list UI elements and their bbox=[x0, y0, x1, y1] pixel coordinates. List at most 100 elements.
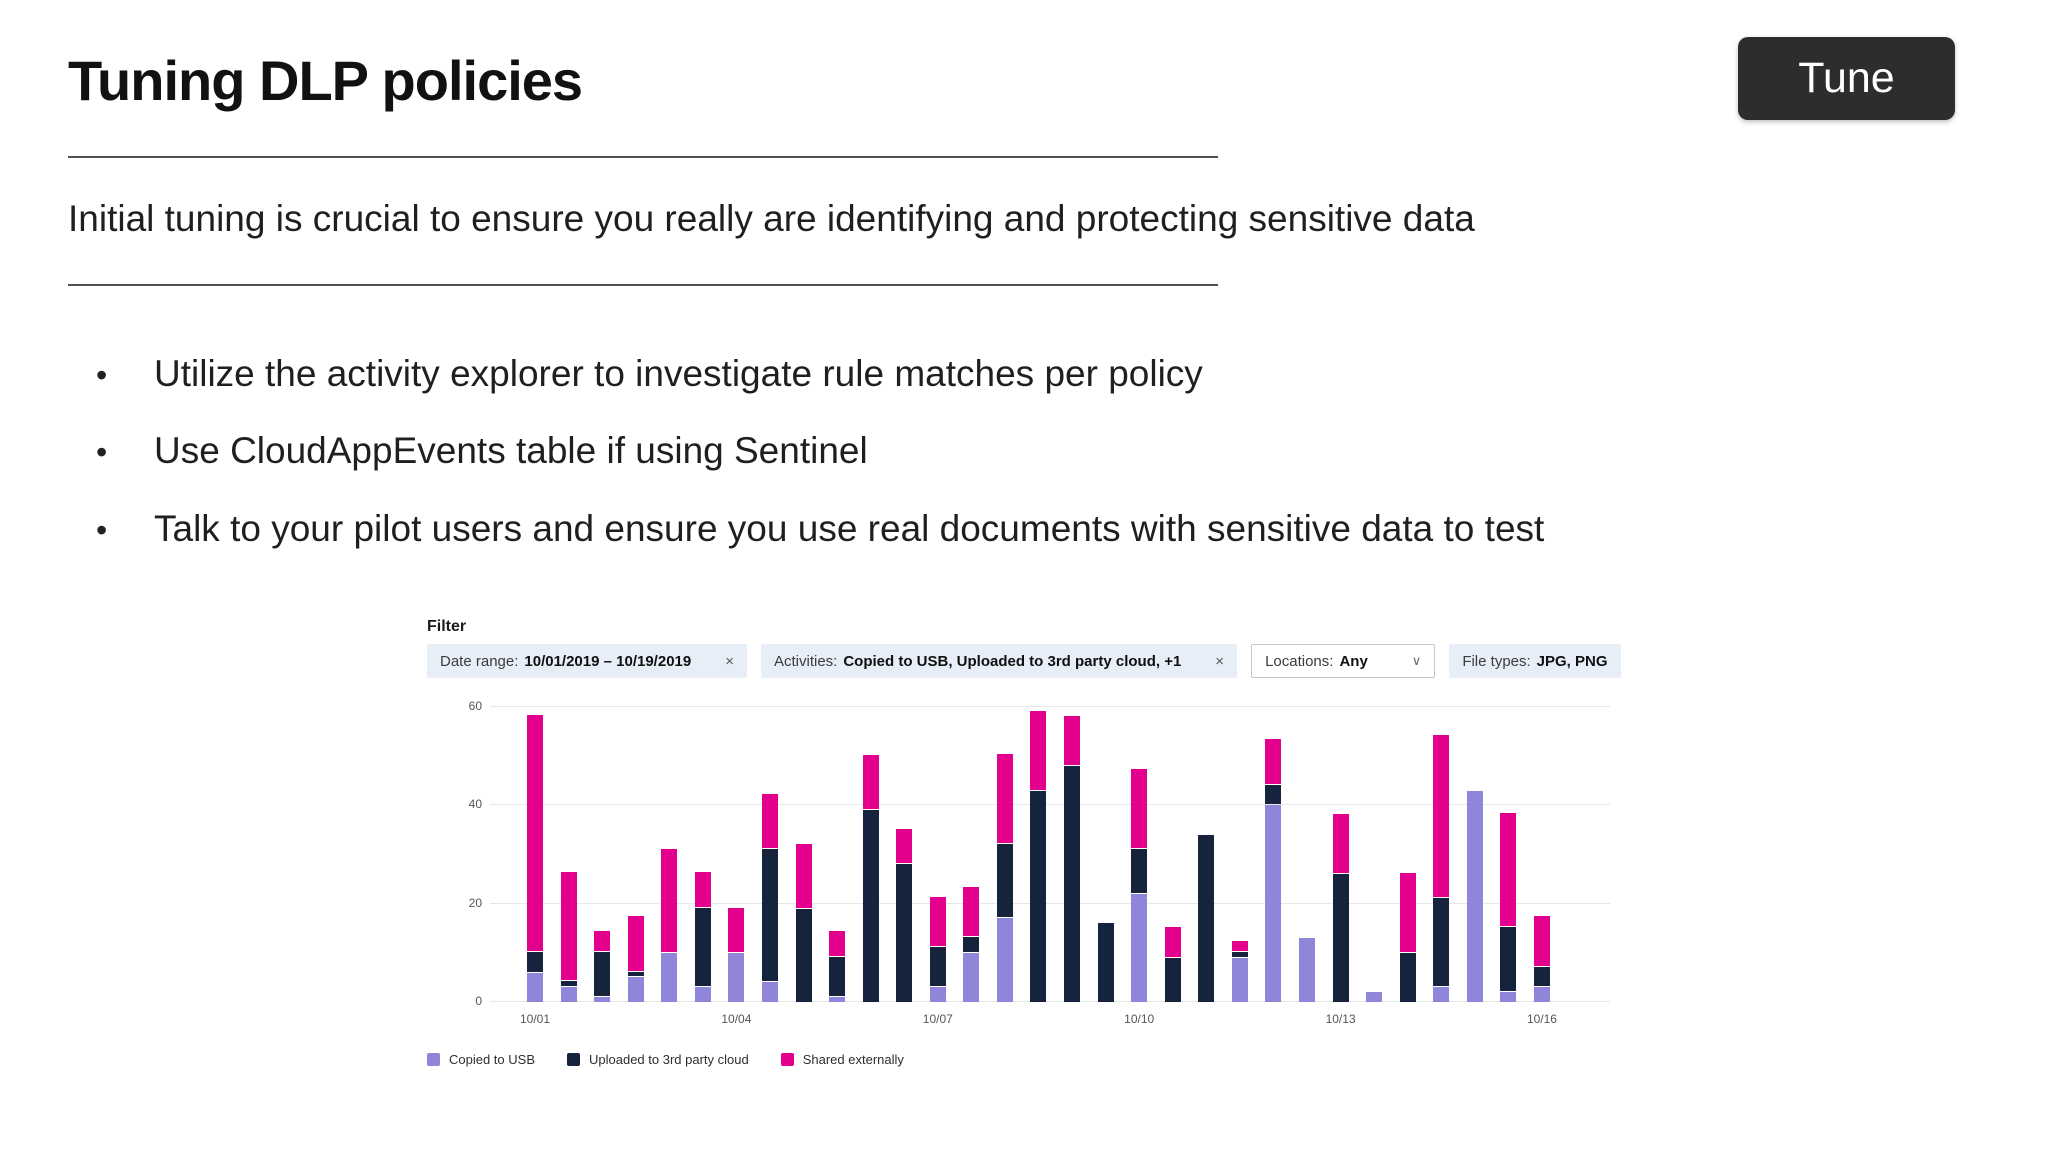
bar-segment-uploaded-to-3rd-party-cloud bbox=[1030, 790, 1047, 1002]
bar-stack bbox=[896, 828, 913, 1002]
chip-prefix: Activities: bbox=[773, 652, 838, 670]
bar-stack bbox=[1433, 734, 1450, 1002]
gridline bbox=[490, 706, 1610, 707]
bar-stack bbox=[862, 755, 879, 1002]
bar-segment-uploaded-to-3rd-party-cloud bbox=[594, 951, 611, 997]
bullet-item: • Use CloudAppEvents table if using Senti… bbox=[96, 429, 1544, 473]
bar-stack bbox=[929, 896, 946, 1002]
bar-segment-uploaded-to-3rd-party-cloud bbox=[862, 810, 879, 1002]
bar-segment-uploaded-to-3rd-party-cloud bbox=[1533, 966, 1550, 987]
bar-stack bbox=[1366, 992, 1383, 1002]
x-axis-label: 10/01 bbox=[519, 1012, 551, 1026]
bar-segment-copied-to-usb bbox=[761, 982, 778, 1002]
legend-swatch-icon bbox=[427, 1053, 440, 1066]
bar-segment-copied-to-usb bbox=[963, 952, 980, 1002]
bar-segment-uploaded-to-3rd-party-cloud bbox=[929, 946, 946, 987]
bar-segment-uploaded-to-3rd-party-cloud bbox=[1265, 784, 1282, 805]
chip-prefix: Date range: bbox=[440, 652, 519, 670]
bar-segment-copied-to-usb bbox=[1131, 893, 1148, 1002]
legend-item[interactable]: Uploaded to 3rd party cloud bbox=[567, 1052, 749, 1067]
bar-stack bbox=[1533, 916, 1550, 1002]
bar-stack bbox=[1299, 938, 1316, 1002]
bar-segment-uploaded-to-3rd-party-cloud bbox=[896, 864, 913, 1002]
bullet-dot-icon: • bbox=[96, 511, 108, 548]
bar-segment-uploaded-to-3rd-party-cloud bbox=[996, 843, 1013, 918]
bar-segment-copied-to-usb bbox=[560, 987, 577, 1002]
bullet-text: Utilize the activity explorer to investi… bbox=[154, 353, 1203, 394]
bar-segment-shared-externally bbox=[594, 931, 611, 951]
bar-stack bbox=[527, 714, 543, 1002]
bar-segment-shared-externally bbox=[1533, 916, 1550, 966]
chevron-down-icon[interactable]: ∨ bbox=[1411, 653, 1422, 668]
filter-chip[interactable]: File types: JPG, PNG bbox=[1449, 644, 1621, 678]
chip-value: Copied to USB, Uploaded to 3rd party clo… bbox=[843, 652, 1182, 670]
bar-segment-uploaded-to-3rd-party-cloud bbox=[527, 951, 543, 972]
filter-chip[interactable]: Locations: Any ∨ bbox=[1251, 644, 1436, 678]
bar-segment-shared-externally bbox=[1030, 710, 1047, 790]
chip-value: JPG, PNG bbox=[1536, 652, 1608, 670]
filter-chip[interactable]: Date range: 10/01/2019 – 10/19/2019 × bbox=[427, 644, 747, 678]
bar-segment-uploaded-to-3rd-party-cloud bbox=[627, 971, 644, 977]
stacked-bar-chart: 0 20 40 60 10/01 10/04 10/07 10/10 10/13 10/16 bbox=[469, 699, 1610, 1026]
legend-swatch-icon bbox=[780, 1053, 794, 1066]
filter-chip[interactable]: Activities: Copied to USB, Uploaded to 3r… bbox=[760, 644, 1238, 678]
bar-segment-copied-to-usb bbox=[1265, 805, 1282, 1002]
bar-segment-shared-externally bbox=[795, 843, 812, 908]
bar-segment-copied-to-usb bbox=[1500, 992, 1517, 1002]
bar-segment-uploaded-to-3rd-party-cloud bbox=[761, 848, 778, 982]
bar-segment-copied-to-usb bbox=[527, 972, 543, 1002]
bar-segment-uploaded-to-3rd-party-cloud bbox=[829, 956, 846, 997]
bullet-text: Use CloudAppEvents table if using Sentin… bbox=[154, 430, 868, 472]
bar-segment-shared-externally bbox=[862, 755, 879, 810]
bar-segment-shared-externally bbox=[1332, 814, 1349, 874]
bar-segment-copied-to-usb bbox=[1231, 957, 1248, 1002]
y-axis-label: 0 bbox=[475, 994, 482, 1008]
bar-segment-uploaded-to-3rd-party-cloud bbox=[963, 937, 980, 952]
bullet-dot-icon: • bbox=[96, 357, 108, 393]
bar-segment-shared-externally bbox=[527, 714, 543, 951]
bar-stack bbox=[1198, 834, 1215, 1002]
bar-segment-uploaded-to-3rd-party-cloud bbox=[795, 908, 812, 1002]
activity-explorer-chart: Filter Date range: 10/01/2019 – 10/19/201… bbox=[427, 612, 1621, 1102]
bar-stack bbox=[661, 848, 678, 1002]
bar-segment-shared-externally bbox=[1500, 813, 1517, 927]
bar-segment-copied-to-usb bbox=[829, 997, 846, 1002]
bar-segment-shared-externally bbox=[929, 896, 946, 946]
tune-button[interactable]: Tune bbox=[1738, 37, 1955, 120]
bar-segment-shared-externally bbox=[694, 872, 711, 907]
page-title: Tuning DLP policies bbox=[68, 49, 583, 112]
bar-segment-shared-externally bbox=[1265, 739, 1282, 784]
chip-close-icon[interactable]: × bbox=[725, 652, 734, 670]
bar-segment-shared-externally bbox=[1231, 941, 1248, 951]
bar-stack bbox=[1064, 715, 1081, 1002]
y-axis-label: 40 bbox=[468, 797, 482, 812]
bar-segment-copied-to-usb bbox=[728, 952, 745, 1002]
bar-segment-copied-to-usb bbox=[929, 987, 946, 1002]
bar-segment-copied-to-usb bbox=[996, 918, 1013, 1002]
chip-close-icon[interactable]: × bbox=[1215, 652, 1225, 670]
bullet-dot-icon: • bbox=[96, 434, 108, 471]
bar-segment-uploaded-to-3rd-party-cloud bbox=[694, 907, 711, 987]
bar-stack bbox=[1097, 923, 1114, 1002]
bar-stack bbox=[1500, 813, 1517, 1002]
x-axis-label: 10/13 bbox=[1325, 1012, 1356, 1026]
legend-label: Uploaded to 3rd party cloud bbox=[589, 1052, 749, 1067]
gridline bbox=[490, 804, 1610, 806]
bar-segment-copied-to-usb bbox=[1433, 987, 1450, 1002]
bar-segment-shared-externally bbox=[1064, 715, 1081, 765]
legend-item[interactable]: Shared externally bbox=[780, 1052, 904, 1067]
bar-segment-shared-externally bbox=[896, 828, 913, 864]
x-axis-label: 10/10 bbox=[1124, 1012, 1155, 1026]
bar-segment-copied-to-usb bbox=[1366, 992, 1383, 1002]
gridline bbox=[490, 1001, 1610, 1002]
bar-segment-shared-externally bbox=[1433, 734, 1450, 897]
bar-stack bbox=[1332, 814, 1349, 1002]
bar-segment-copied-to-usb bbox=[594, 997, 611, 1002]
legend-label: Shared externally bbox=[802, 1052, 904, 1067]
legend-item[interactable]: Copied to USB bbox=[427, 1052, 535, 1067]
bar-segment-copied-to-usb bbox=[661, 952, 678, 1002]
bar-segment-uploaded-to-3rd-party-cloud bbox=[1131, 848, 1148, 893]
bar-stack bbox=[1131, 768, 1148, 1002]
bar-segment-shared-externally bbox=[627, 916, 644, 971]
bullet-item: • Utilize the activity explorer to invest… bbox=[96, 352, 1544, 396]
